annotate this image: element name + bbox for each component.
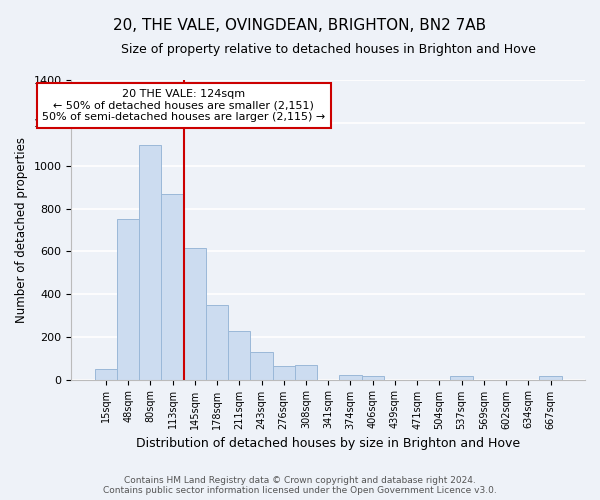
Text: Contains HM Land Registry data © Crown copyright and database right 2024.
Contai: Contains HM Land Registry data © Crown c… (103, 476, 497, 495)
Bar (228, 331, 250, 380)
Y-axis label: Number of detached properties: Number of detached properties (15, 137, 28, 323)
Bar (272, 366, 295, 380)
X-axis label: Distribution of detached houses by size in Brighton and Hove: Distribution of detached houses by size … (136, 437, 520, 450)
Bar (340, 375, 362, 380)
Bar (206, 304, 228, 380)
Text: 20 THE VALE: 124sqm
← 50% of detached houses are smaller (2,151)
50% of semi-det: 20 THE VALE: 124sqm ← 50% of detached ho… (42, 89, 325, 122)
Bar (117, 219, 139, 380)
Bar (451, 376, 473, 380)
Bar (250, 352, 272, 380)
Bar (95, 369, 117, 380)
Bar (295, 364, 317, 380)
Bar (362, 376, 384, 380)
Text: 20, THE VALE, OVINGDEAN, BRIGHTON, BN2 7AB: 20, THE VALE, OVINGDEAN, BRIGHTON, BN2 7… (113, 18, 487, 32)
Bar (161, 194, 184, 380)
Title: Size of property relative to detached houses in Brighton and Hove: Size of property relative to detached ho… (121, 42, 536, 56)
Bar (184, 248, 206, 380)
Bar (539, 376, 562, 380)
Bar (139, 146, 161, 380)
